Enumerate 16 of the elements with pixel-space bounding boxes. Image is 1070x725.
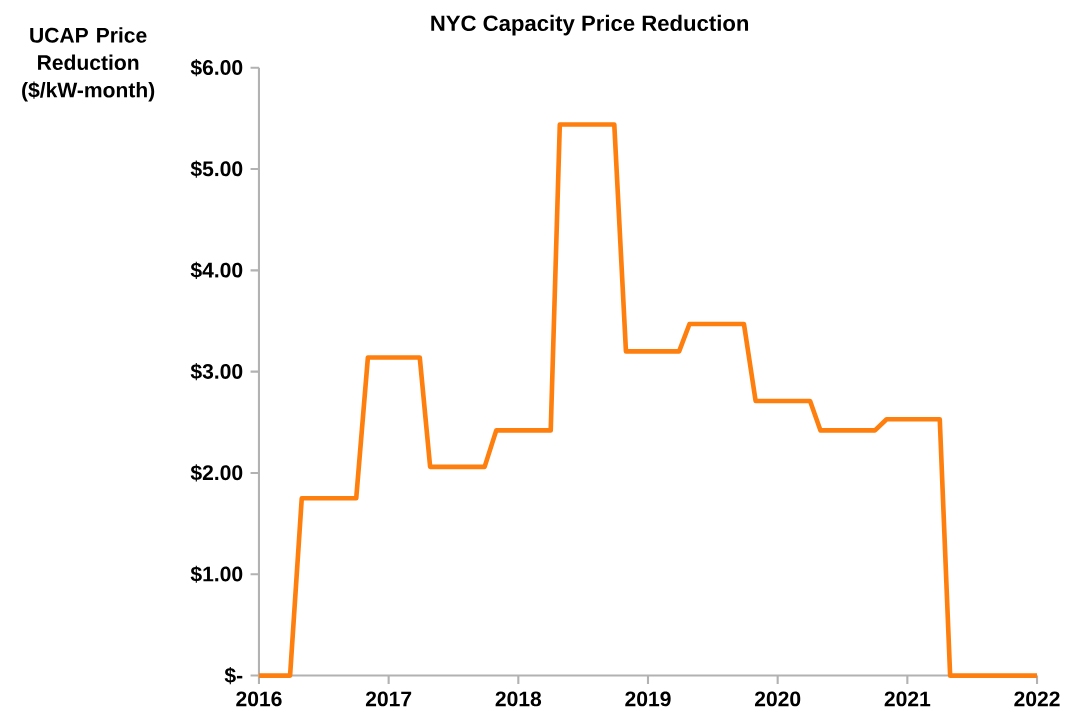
y-tick-label: $6.00: [190, 59, 243, 77]
x-tick-label: 2017: [365, 691, 412, 707]
y-tick-label: $1.00: [190, 565, 243, 583]
y-tick-label: $2.00: [190, 464, 243, 482]
x-tick-label: 2019: [625, 691, 671, 707]
y-tick-label: $-: [224, 667, 243, 685]
x-tick-label: 2016: [236, 691, 282, 707]
x-tick-label: 2022: [1014, 691, 1060, 707]
y-tick-label: $3.00: [190, 363, 243, 381]
y-tick-label: $5.00: [190, 160, 243, 178]
x-tick-label: 2020: [754, 691, 801, 707]
x-tick-label: 2018: [495, 691, 542, 707]
chart-title: NYC Capacity Price Reduction: [431, 14, 749, 36]
y-tick-label: $4.00: [190, 261, 243, 280]
x-tick-label: 2021: [884, 691, 931, 707]
y-axis-title: UCAP Price Reduction ($/kW-month): [22, 27, 155, 102]
